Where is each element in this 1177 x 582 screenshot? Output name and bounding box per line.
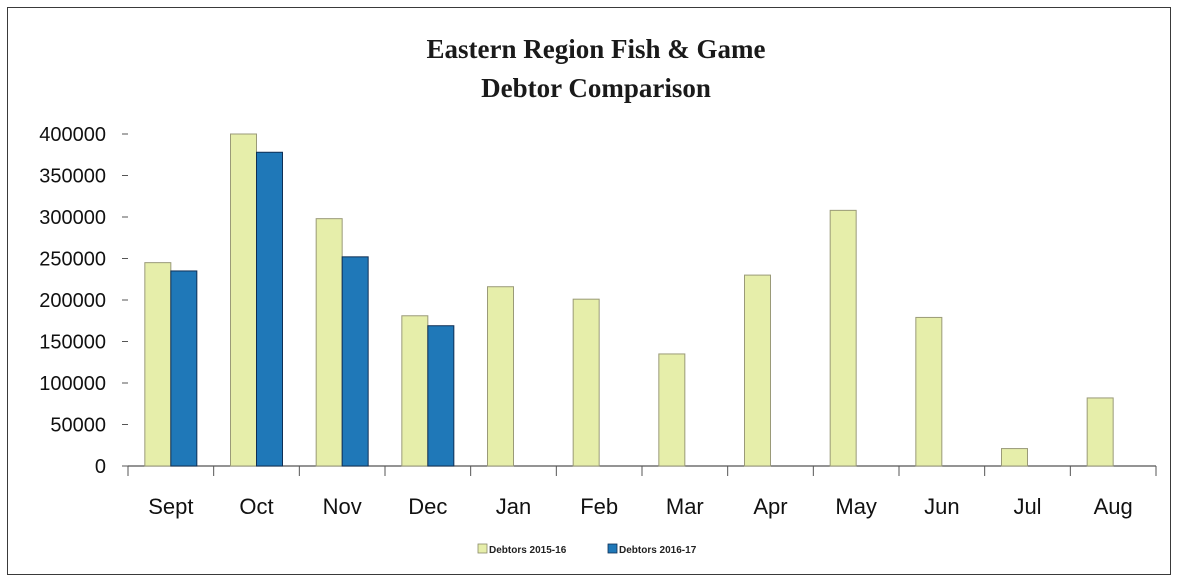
- x-axis: Sept Oct Nov Dec Jan Feb Mar Apr May Jun Jul Aug: [127, 465, 1157, 519]
- x-tick-label: Nov: [323, 494, 362, 519]
- bar-nov-2016-17: [341, 256, 369, 467]
- x-tick-label: Apr: [753, 494, 787, 519]
- bar-aug-2015-16: [1086, 397, 1114, 467]
- bar-dec-2016-17: [427, 325, 455, 467]
- bar-apr-2015-16: [744, 274, 771, 467]
- chart-frame: [7, 7, 1171, 575]
- y-tick-label: 150000: [39, 332, 106, 354]
- legend-swatch-2015-16: [477, 543, 488, 554]
- bar-jan-2015-16: [487, 286, 514, 467]
- x-tick-label: May: [835, 494, 877, 519]
- x-tick-label: Jul: [1013, 494, 1041, 519]
- bar-sept-2016-17: [170, 270, 198, 467]
- legend: Debtors 2015-16 Debtors 2016-17: [477, 543, 697, 556]
- chart-title: Eastern Region Fish & Game: [427, 34, 766, 64]
- x-tick-label: Feb: [580, 494, 618, 519]
- x-tick-label: Mar: [666, 494, 704, 519]
- y-tick-label: 300000: [39, 207, 106, 229]
- bar-dec-2015-16: [401, 315, 429, 467]
- x-tick-label: Jan: [496, 494, 531, 519]
- x-tick-label: Aug: [1094, 494, 1133, 519]
- x-tick-label: Jun: [924, 494, 959, 519]
- y-tick-label: 250000: [39, 249, 106, 271]
- legend-swatch-2016-17: [607, 543, 618, 554]
- bar-nov-2015-16: [315, 218, 343, 467]
- y-tick-label: 100000: [39, 373, 106, 395]
- bar-oct-2015-16: [230, 133, 257, 467]
- y-tick-label: 200000: [39, 290, 106, 312]
- bar-may-2015-16: [829, 209, 857, 467]
- legend-label-2015-16: Debtors 2015-16: [489, 545, 567, 556]
- y-axis: 0 50000 100000 150000 200000 250000 300000 3500…: [39, 124, 128, 478]
- bar-feb-2015-16: [572, 298, 600, 467]
- bar-mar-2015-16: [658, 353, 686, 467]
- x-tick-label: Sept: [148, 494, 193, 519]
- y-tick-label: 350000: [39, 166, 106, 188]
- y-tick-label: 400000: [39, 124, 106, 146]
- legend-label-2016-17: Debtors 2016-17: [619, 545, 697, 556]
- chart-subtitle: Debtor Comparison: [481, 73, 711, 103]
- y-tick-label: 0: [95, 456, 106, 478]
- bar-sept-2015-16: [144, 262, 172, 467]
- x-tick-label: Oct: [239, 494, 273, 519]
- bar-jun-2015-16: [915, 316, 943, 467]
- bar-oct-2016-17: [256, 151, 283, 467]
- y-tick-label: 50000: [50, 415, 106, 437]
- bars: [144, 133, 1114, 467]
- x-tick-label: Dec: [408, 494, 447, 519]
- bar-jul-2015-16: [1001, 448, 1028, 467]
